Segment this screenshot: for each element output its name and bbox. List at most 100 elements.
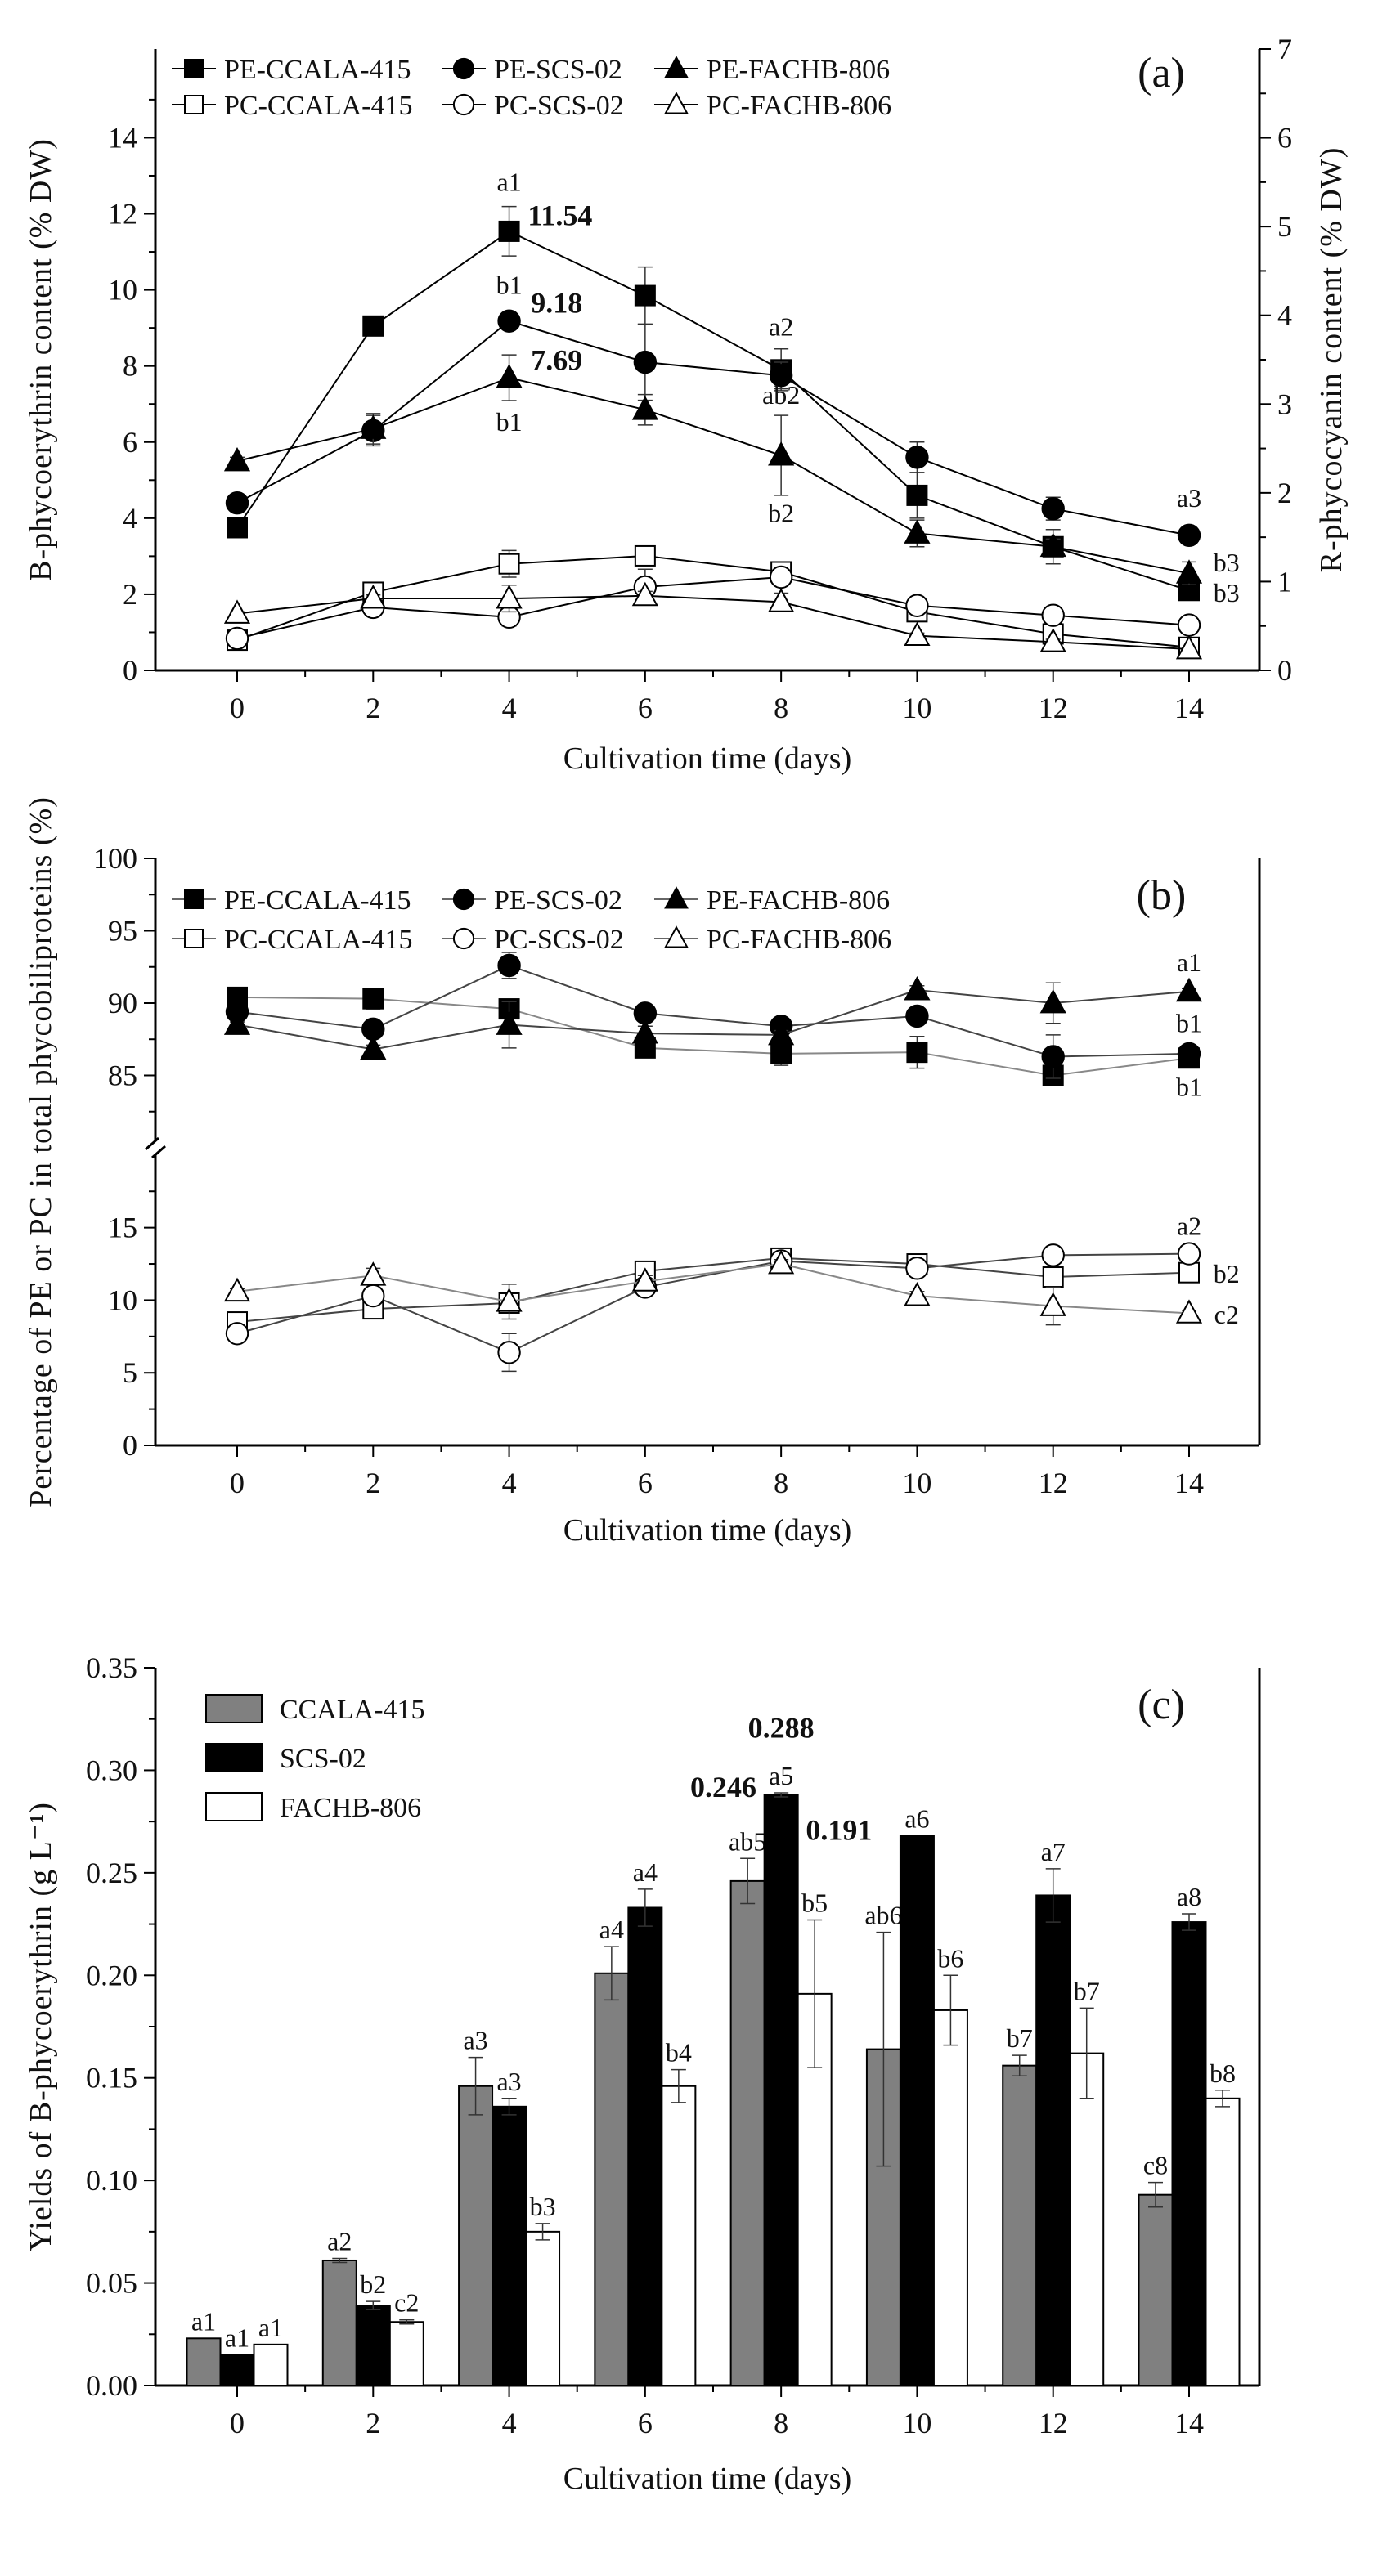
peak-value-label: 9.18	[531, 287, 582, 320]
error-bar	[535, 2223, 550, 2241]
data-point	[497, 309, 521, 333]
y-tick-label: 5	[123, 1356, 137, 1389]
bar	[594, 1972, 630, 2386]
x-tick-label: 2	[366, 2407, 380, 2439]
x-tick-label: 10	[902, 1467, 931, 1499]
data-point	[362, 315, 384, 337]
data-point	[223, 1010, 251, 1035]
significance-letter: b1	[496, 270, 523, 299]
legend-label: SCS-02	[280, 1744, 366, 1774]
data-point	[360, 584, 387, 609]
series-line	[236, 1252, 1190, 1354]
data-point	[1177, 613, 1201, 637]
data-point	[1041, 497, 1065, 521]
legend-item: PE-FACHB-806	[654, 55, 890, 85]
x-tick-label: 12	[1039, 692, 1068, 724]
x-tick-label: 6	[638, 2407, 653, 2439]
legend-marker-circle-icon	[452, 888, 475, 911]
data-point	[768, 441, 795, 466]
y-tick-label: 100	[93, 842, 137, 875]
legend-marker-square-icon	[184, 929, 204, 948]
legend-label: PE-SCS-02	[494, 885, 622, 916]
legend-label: PC-FACHB-806	[707, 91, 891, 121]
axis-break-icon	[145, 1136, 166, 1159]
error-bar	[774, 1792, 789, 1798]
right-y-tick-label: 5	[1277, 210, 1292, 243]
y-tick-label: 0.35	[86, 1651, 137, 1684]
series-pe-fachb-806	[223, 975, 1203, 1060]
legend-label: PE-SCS-02	[494, 55, 622, 85]
legend-label: PC-CCALA-415	[224, 925, 412, 955]
legend-item: PE-CCALA-415	[172, 885, 411, 916]
x-tick-label: 8	[774, 2407, 788, 2439]
data-point	[1039, 1292, 1066, 1316]
x-axis-title: Cultivation time (days)	[563, 741, 852, 776]
error-bar	[1182, 1913, 1196, 1931]
peak-value-label: 0.246	[690, 1771, 756, 1803]
x-tick-label: 12	[1039, 2407, 1068, 2439]
data-point	[360, 414, 387, 439]
data-point	[497, 953, 521, 978]
significance-letter: a1	[496, 168, 521, 197]
significance-letter: a3	[463, 2026, 487, 2055]
significance-letter: a2	[769, 311, 793, 341]
bar	[1171, 1921, 1207, 2386]
series-pc-fachb-806	[223, 1249, 1203, 1326]
y-tick-label: 95	[108, 914, 137, 947]
data-point	[906, 1042, 928, 1064]
series-scs-02: a1 b2 a3 a4 a5 a6 a7 a8	[219, 1761, 1207, 2387]
data-point	[498, 220, 520, 242]
bar	[1205, 2097, 1241, 2387]
data-point	[496, 364, 523, 388]
x-tick-label: 10	[902, 692, 931, 724]
series-line	[236, 1257, 1190, 1324]
significance-letter: b5	[801, 1888, 828, 1918]
data-point	[904, 519, 931, 544]
data-point	[905, 446, 929, 469]
legend-item: CCALA-415	[205, 1694, 425, 1725]
data-point	[1177, 1042, 1201, 1066]
legend-item: PC-SCS-02	[442, 925, 624, 955]
bar	[1002, 2064, 1038, 2386]
data-point	[1039, 532, 1066, 558]
right-y-tick-label: 0	[1277, 654, 1292, 687]
data-point	[904, 975, 931, 1001]
legend-item: PE-SCS-02	[442, 885, 622, 916]
significance-letter: a2	[327, 2226, 352, 2256]
error-bar	[740, 1857, 756, 1905]
error-bar	[876, 1931, 891, 2167]
x-tick-label: 2	[366, 1467, 380, 1499]
peak-value-label: 0.288	[748, 1711, 815, 1744]
x-tick-label: 6	[638, 692, 653, 724]
legend-marker-triangle-icon	[664, 92, 689, 114]
data-point	[768, 588, 795, 612]
data-point	[1175, 634, 1203, 660]
data-point	[904, 621, 931, 647]
legend-marker-square-icon	[184, 59, 204, 78]
data-point	[1042, 1266, 1064, 1288]
significance-letter: a3	[496, 2067, 521, 2096]
data-point	[1039, 628, 1066, 652]
legend-label: PE-CCALA-415	[224, 885, 411, 916]
significance-letter: b6	[937, 1943, 963, 1973]
data-point	[1178, 1261, 1200, 1284]
significance-letter: ab5	[729, 1826, 766, 1856]
data-point	[768, 1249, 795, 1275]
series-line	[236, 989, 1190, 1051]
x-tick-label: 14	[1174, 2407, 1204, 2439]
series-fachb-806: a1 c2 b3 b4 b5 b6 b7 b8	[253, 1888, 1241, 2387]
y-tick-label: 10	[108, 1284, 137, 1316]
legend-label: PE-CCALA-415	[224, 55, 411, 85]
right-y-tick-label: 1	[1277, 565, 1292, 598]
bar	[253, 2343, 289, 2387]
error-bar	[468, 2056, 483, 2116]
y-tick-label: 0.15	[86, 2062, 137, 2094]
legend-item: PC-FACHB-806	[654, 925, 891, 955]
peak-value-label: 7.69	[531, 343, 582, 376]
bar	[186, 2337, 222, 2387]
x-tick-label: 10	[902, 2407, 931, 2439]
data-point	[496, 584, 523, 609]
data-point	[905, 1257, 929, 1280]
y-axis-title: Yields of B-phycoerythrin (g L⁻¹)	[24, 1802, 58, 2251]
series-line	[236, 576, 1190, 639]
